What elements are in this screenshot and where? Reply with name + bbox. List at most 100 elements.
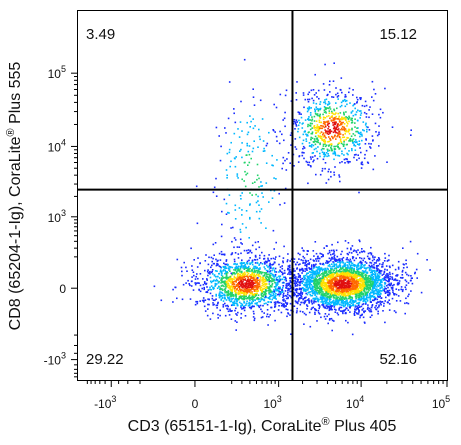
event-dot: [365, 262, 368, 264]
event-dot: [338, 174, 340, 176]
event-dot: [272, 267, 274, 270]
event-dot: [301, 154, 304, 157]
event-dot: [322, 140, 325, 143]
event-dot: [329, 305, 332, 308]
event-dot: [286, 308, 289, 311]
event-dot: [362, 271, 365, 273]
event-dot: [309, 258, 312, 261]
event-dot: [327, 120, 330, 122]
event-dot: [245, 280, 248, 282]
event-dot: [332, 303, 335, 305]
event-dot: [257, 275, 260, 277]
event-dot: [252, 298, 254, 301]
event-dot: [373, 262, 376, 264]
event-dot: [333, 294, 336, 297]
event-dot: [377, 301, 380, 303]
event-dot: [303, 284, 305, 286]
event-dot: [210, 266, 212, 269]
event-dot: [340, 268, 343, 270]
event-dot: [377, 284, 379, 287]
event-dot: [359, 279, 361, 281]
event-dot: [355, 250, 357, 252]
event-dot: [292, 270, 295, 272]
event-dot: [309, 286, 311, 289]
event-dot: [351, 333, 354, 336]
event-dot: [353, 276, 356, 279]
event-dot: [217, 302, 219, 305]
event-dot: [406, 266, 408, 269]
event-dot: [254, 262, 257, 264]
event-dot: [377, 289, 380, 291]
event-dot: [194, 283, 197, 286]
event-dot: [217, 317, 219, 319]
event-dot: [373, 267, 376, 269]
event-dot: [371, 259, 374, 262]
event-dot: [319, 142, 321, 144]
event-dot: [245, 265, 247, 268]
event-dot: [295, 119, 298, 121]
event-dot: [353, 314, 356, 316]
event-dot: [288, 283, 291, 286]
event-dot: [331, 135, 333, 138]
event-dot: [336, 92, 339, 95]
event-dot: [274, 286, 276, 288]
event-dot: [415, 268, 418, 271]
event-dot: [336, 145, 338, 147]
event-dot: [221, 277, 223, 279]
event-dot: [399, 276, 402, 279]
event-dot: [332, 80, 335, 82]
event-dot: [286, 302, 288, 305]
event-dot: [378, 290, 380, 293]
event-dot: [254, 276, 256, 278]
event-dot: [306, 272, 308, 275]
event-dot: [334, 127, 337, 130]
event-dot: [254, 270, 257, 272]
event-dot: [356, 283, 359, 286]
event-dot: [372, 99, 375, 102]
event-dot: [369, 299, 372, 301]
event-dot: [345, 111, 347, 113]
event-dot: [205, 254, 207, 256]
event-dot: [313, 270, 315, 273]
event-dot: [243, 301, 245, 303]
event-dot: [239, 294, 242, 297]
event-dot: [319, 155, 321, 158]
event-dot: [322, 113, 324, 116]
event-dot: [342, 272, 344, 275]
event-dot: [312, 306, 315, 309]
event-dot: [289, 277, 291, 279]
event-dot: [359, 287, 362, 290]
event-dot: [238, 283, 240, 285]
event-dot: [366, 286, 369, 289]
event-dot: [341, 152, 343, 155]
event-dot: [329, 139, 332, 141]
event-dot: [336, 265, 338, 267]
event-dot: [348, 282, 350, 285]
event-dot: [241, 276, 243, 279]
event-dot: [347, 283, 349, 285]
event-dot: [320, 135, 322, 138]
event-dot: [374, 306, 376, 309]
event-dot: [275, 278, 278, 280]
event-dot: [318, 293, 320, 295]
event-dot: [282, 292, 285, 295]
event-dot: [240, 302, 242, 305]
event-dot: [236, 302, 238, 305]
event-dot: [199, 262, 201, 265]
event-dot: [337, 287, 339, 289]
event-dot: [261, 280, 263, 282]
event-dot: [326, 315, 328, 318]
event-dot: [220, 271, 223, 274]
event-dot: [389, 273, 391, 276]
event-dot: [367, 287, 369, 290]
event-dot: [340, 270, 342, 273]
event-dot: [223, 285, 225, 288]
event-dot: [312, 292, 314, 295]
event-dot: [360, 295, 363, 298]
event-dot: [251, 269, 253, 271]
event-dot: [343, 294, 345, 297]
event-dot: [252, 296, 255, 298]
event-dot: [311, 274, 314, 276]
event-dot: [311, 152, 314, 154]
event-dot: [327, 103, 329, 106]
